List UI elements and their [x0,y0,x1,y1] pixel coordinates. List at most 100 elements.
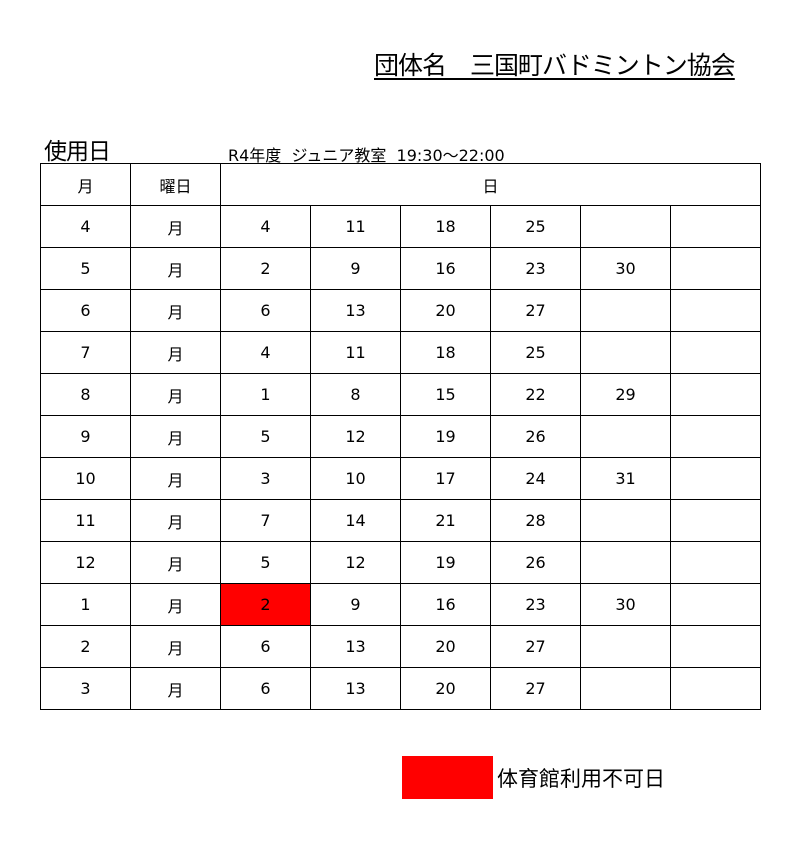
day-cell [670,331,761,374]
day-cell: 27 [490,289,581,332]
weekday-cell: 月 [130,667,221,710]
day-cell [580,667,671,710]
day-cell: 24 [490,457,581,500]
day-cell: 4 [220,331,311,374]
day-cell: 8 [310,373,401,416]
day-cell: 13 [310,667,401,710]
header-row: 月 曜日 日 [40,163,761,206]
day-cell: 30 [580,583,671,626]
day-cell: 25 [490,205,581,248]
day-cell: 5 [220,415,311,458]
month-cell: 9 [40,415,131,458]
day-cell: 20 [400,625,491,668]
day-cell: 14 [310,499,401,542]
day-cell: 13 [310,625,401,668]
subtitle: R4年度 ジュニア教室 19:30～22:00 [228,146,505,165]
month-cell: 5 [40,247,131,290]
table-row: 6 月 6 13 20 27 [40,289,761,332]
month-cell: 7 [40,331,131,374]
day-cell: 21 [400,499,491,542]
day-cell: 2 [220,247,311,290]
table-row: 12 月 5 12 19 26 [40,541,761,584]
day-cell [580,541,671,584]
day-cell: 12 [310,415,401,458]
weekday-cell: 月 [130,205,221,248]
month-cell: 11 [40,499,131,542]
day-cell: 27 [490,625,581,668]
weekday-cell: 月 [130,541,221,584]
day-cell: 3 [220,457,311,500]
day-cell: 12 [310,541,401,584]
table-row: 1 月 2 9 16 23 30 [40,583,761,626]
day-cell [580,289,671,332]
weekday-cell: 月 [130,331,221,374]
day-cell: 13 [310,289,401,332]
month-cell: 3 [40,667,131,710]
day-cell: 25 [490,331,581,374]
legend-label: 体育館利用不可日 [497,767,665,791]
day-cell: 10 [310,457,401,500]
day-cell: 16 [400,583,491,626]
weekday-cell: 月 [130,247,221,290]
month-cell: 12 [40,541,131,584]
header-weekday: 曜日 [130,163,221,206]
day-cell [670,541,761,584]
day-cell: 6 [220,289,311,332]
day-cell [580,415,671,458]
day-cell: 19 [400,415,491,458]
day-cell [670,373,761,416]
day-cell: 20 [400,667,491,710]
day-cell: 11 [310,205,401,248]
day-cell: 15 [400,373,491,416]
weekday-cell: 月 [130,289,221,332]
day-cell: 17 [400,457,491,500]
day-cell: 11 [310,331,401,374]
month-cell: 10 [40,457,131,500]
table-row: 9 月 5 12 19 26 [40,415,761,458]
weekday-cell: 月 [130,583,221,626]
organization-name: 団体名 三国町バドミントン協会 [374,51,736,80]
schedule-table: 月 曜日 日 4 月 4 11 18 25 5 月 2 9 16 23 30 6 月 6 13 20 27 7 月 4 11… [40,163,761,710]
table-row: 8 月 1 8 15 22 29 [40,373,761,416]
day-cell [670,667,761,710]
day-cell [670,289,761,332]
day-cell: 28 [490,499,581,542]
weekday-cell: 月 [130,499,221,542]
day-cell: 7 [220,499,311,542]
day-cell: 18 [400,205,491,248]
day-cell [670,499,761,542]
table-row: 7 月 4 11 18 25 [40,331,761,374]
day-cell: 30 [580,247,671,290]
day-cell: 5 [220,541,311,584]
day-cell: 9 [310,247,401,290]
legend-swatch [402,756,493,799]
day-cell: 27 [490,667,581,710]
month-cell: 8 [40,373,131,416]
section-title: 使用日 [44,139,111,165]
month-cell: 6 [40,289,131,332]
table-row: 2 月 6 13 20 27 [40,625,761,668]
weekday-cell: 月 [130,457,221,500]
day-cell: 26 [490,415,581,458]
day-cell: 18 [400,331,491,374]
day-cell: 23 [490,247,581,290]
header-days: 日 [220,163,761,206]
day-cell [670,457,761,500]
day-cell [670,625,761,668]
day-cell: 29 [580,373,671,416]
day-cell: 31 [580,457,671,500]
day-cell [670,415,761,458]
month-cell: 4 [40,205,131,248]
day-cell: 20 [400,289,491,332]
day-cell [580,499,671,542]
month-cell: 1 [40,583,131,626]
weekday-cell: 月 [130,625,221,668]
table-row: 5 月 2 9 16 23 30 [40,247,761,290]
day-cell: 22 [490,373,581,416]
month-cell: 2 [40,625,131,668]
day-cell-unavailable: 2 [220,583,311,626]
day-cell: 23 [490,583,581,626]
day-cell [580,205,671,248]
weekday-cell: 月 [130,415,221,458]
table-row: 10 月 3 10 17 24 31 [40,457,761,500]
